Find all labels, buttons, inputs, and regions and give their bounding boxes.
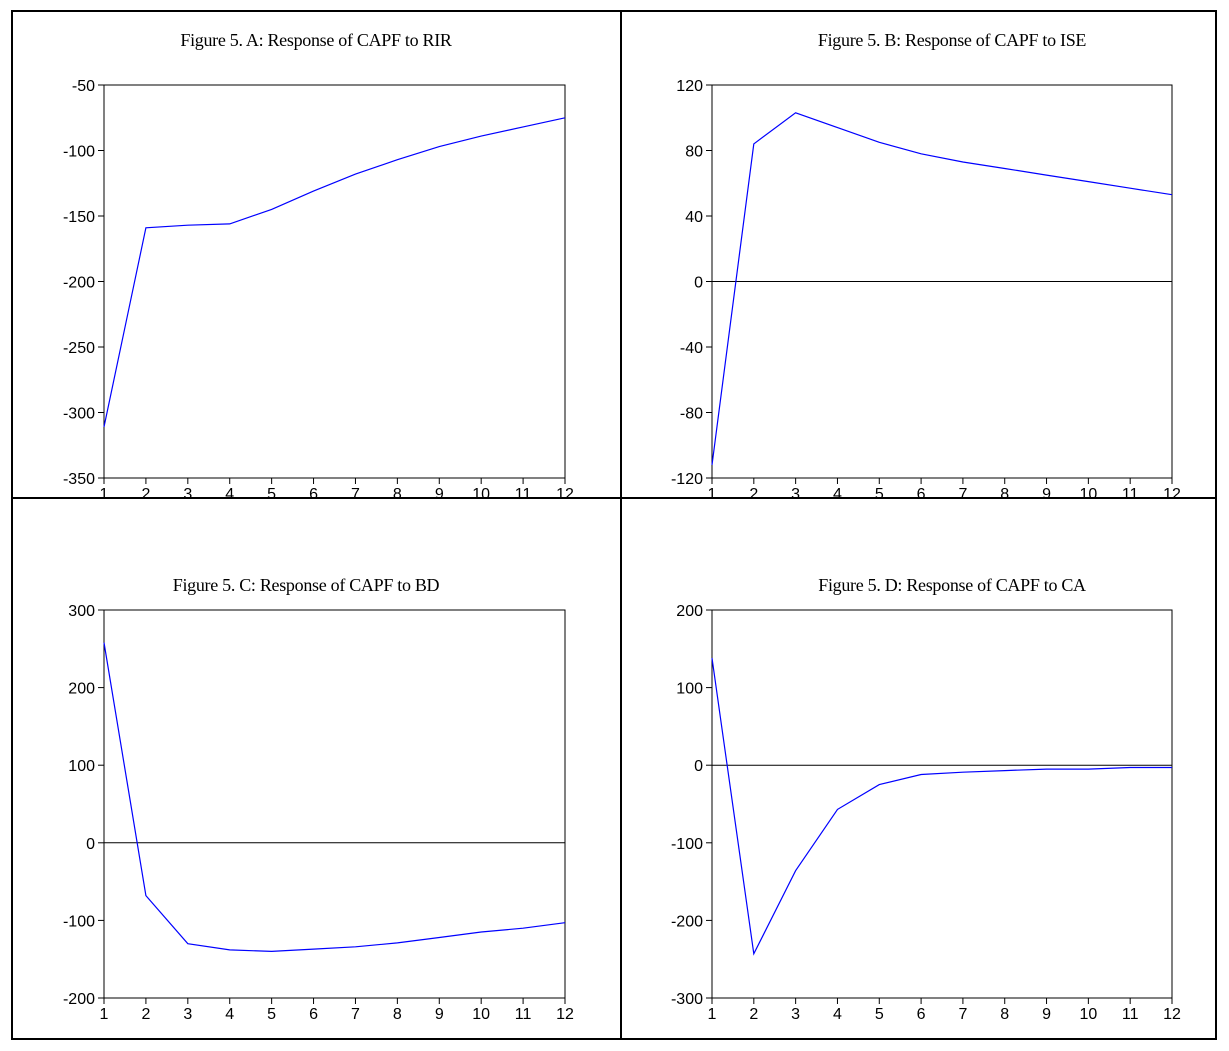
chart-b-x-tick-label: 7 [958, 486, 967, 503]
chart-a-x-tick-label: 12 [556, 486, 574, 503]
chart-c-series-line [103, 642, 566, 953]
chart-a-x-tick-label: 2 [141, 486, 150, 503]
chart-d-x-tick-label: 6 [917, 1006, 926, 1023]
chart-d-title: Figure 5. D: Response of CAPF to CA [818, 575, 1086, 595]
chart-d-x-tick-label: 7 [958, 1006, 967, 1023]
chart-a-x-tick-label: 9 [435, 486, 444, 503]
chart-d-x-tick-label: 9 [1042, 1006, 1051, 1023]
chart-a: Figure 5. A: Response of CAPF to RIR -35… [63, 30, 574, 503]
chart-b-x-tick-label: 12 [1163, 486, 1181, 503]
chart-b-y-tick-label: 40 [685, 209, 703, 226]
chart-b-x-tick-label: 9 [1042, 486, 1051, 503]
chart-c-x-tick-label: 9 [435, 1006, 444, 1023]
chart-a-x-tick-label: 1 [100, 486, 109, 503]
chart-b-x-tick-label: 6 [917, 486, 926, 503]
chart-c: Figure 5. C: Response of CAPF to BD -200… [63, 575, 574, 1023]
chart-b-y-tick-label: 80 [685, 144, 703, 161]
chart-c-x-tick-label: 4 [225, 1006, 234, 1023]
chart-a-y-tick-label: -300 [63, 406, 95, 423]
chart-a-x-tick-label: 6 [309, 486, 318, 503]
chart-d-y-tick-label: 200 [676, 603, 703, 620]
horizontal-divider [13, 497, 1215, 499]
chart-a-x-tick-label: 10 [472, 486, 490, 503]
chart-b-y-tick-label: 0 [694, 275, 703, 292]
chart-c-y-tick-label: -200 [63, 991, 95, 1008]
chart-a-title: Figure 5. A: Response of CAPF to RIR [180, 30, 452, 50]
chart-a-x-tick-label: 4 [225, 486, 234, 503]
chart-b-x-tick-label: 11 [1122, 486, 1139, 503]
chart-a-x-tick-label: 8 [393, 486, 402, 503]
chart-c-x-tick-label: 5 [267, 1006, 276, 1023]
chart-d-y-tick-label: 0 [694, 758, 703, 775]
chart-d-y-tick-label: 100 [676, 681, 703, 698]
chart-d-plot-frame [711, 609, 1173, 999]
chart-d-x-tick-label: 12 [1163, 1006, 1181, 1023]
panel-c: Figure 5. C: Response of CAPF to BD -200… [13, 499, 620, 1040]
chart-b-x-tick-label: 5 [875, 486, 884, 503]
chart-c-x-tick-label: 10 [472, 1006, 490, 1023]
chart-c-y-tick-label: 100 [68, 758, 95, 775]
chart-c-x-tick-label: 6 [309, 1006, 318, 1023]
chart-a-y-tick-label: -100 [63, 144, 95, 161]
chart-b-x-tick-label: 10 [1079, 486, 1097, 503]
chart-b-title: Figure 5. B: Response of CAPF to ISE [818, 30, 1087, 50]
chart-a-x-tick-label: 3 [183, 486, 192, 503]
chart-c-y-tick-label: 0 [86, 836, 95, 853]
chart-a-y-tick-label: -200 [63, 275, 95, 292]
chart-d: Figure 5. D: Response of CAPF to CA -300… [671, 575, 1181, 1023]
chart-d-x-tick-label: 1 [708, 1006, 717, 1023]
chart-a-y-tick-label: -50 [72, 78, 95, 95]
chart-d-x-tick-label: 11 [1122, 1006, 1139, 1023]
chart-a-y-tick-label: -250 [63, 340, 95, 357]
chart-d-y-tick-label: -200 [671, 913, 703, 930]
chart-a-x-tick-label: 11 [515, 486, 532, 503]
vertical-divider [620, 12, 622, 1038]
chart-b-series-line [711, 112, 1173, 465]
chart-d-x-tick-label: 4 [833, 1006, 842, 1023]
chart-c-x-tick-label: 7 [351, 1006, 360, 1023]
chart-a-plot-frame [103, 84, 566, 479]
panel-b: Figure 5. B: Response of CAPF to ISE -12… [622, 12, 1217, 503]
chart-d-series-line [711, 658, 1172, 956]
chart-b-x-tick-label: 3 [791, 486, 800, 503]
chart-d-x-tick-label: 5 [875, 1006, 884, 1023]
chart-c-x-tick-label: 2 [141, 1006, 150, 1023]
figure-grid: Figure 5. A: Response of CAPF to RIR -35… [11, 10, 1217, 1040]
chart-d-y-tick-label: -100 [671, 836, 703, 853]
chart-a-series-line [103, 117, 566, 428]
chart-a-x-tick-label: 7 [351, 486, 360, 503]
chart-c-x-tick-label: 1 [100, 1006, 109, 1023]
chart-c-x-tick-label: 12 [556, 1006, 574, 1023]
panel-a: Figure 5. A: Response of CAPF to RIR -35… [13, 12, 620, 503]
chart-d-x-tick-label: 8 [1000, 1006, 1009, 1023]
chart-c-plot-frame [103, 609, 566, 999]
chart-d-y-tick-label: -300 [671, 991, 703, 1008]
chart-b-y-tick-label: -40 [680, 340, 703, 357]
chart-b-x-tick-label: 8 [1000, 486, 1009, 503]
chart-b: Figure 5. B: Response of CAPF to ISE -12… [671, 30, 1181, 503]
chart-c-title: Figure 5. C: Response of CAPF to BD [173, 575, 440, 595]
chart-a-y-tick-label: -150 [63, 209, 95, 226]
chart-d-x-tick-label: 10 [1079, 1006, 1097, 1023]
chart-b-y-tick-label: -120 [671, 471, 703, 488]
chart-c-y-tick-label: -100 [63, 913, 95, 930]
chart-c-x-tick-label: 3 [183, 1006, 192, 1023]
chart-d-x-tick-label: 3 [791, 1006, 800, 1023]
chart-d-x-tick-label: 2 [749, 1006, 758, 1023]
chart-a-x-tick-label: 5 [267, 486, 276, 503]
chart-b-x-tick-label: 2 [749, 486, 758, 503]
chart-b-x-tick-label: 1 [708, 486, 717, 503]
chart-c-x-tick-label: 11 [515, 1006, 532, 1023]
chart-b-y-tick-label: 120 [676, 78, 703, 95]
chart-b-x-tick-label: 4 [833, 486, 842, 503]
chart-a-y-tick-label: -350 [63, 471, 95, 488]
chart-c-x-tick-label: 8 [393, 1006, 402, 1023]
chart-c-y-tick-label: 200 [68, 681, 95, 698]
chart-b-y-tick-label: -80 [680, 406, 703, 423]
chart-c-y-tick-label: 300 [68, 603, 95, 620]
panel-d: Figure 5. D: Response of CAPF to CA -300… [622, 499, 1217, 1040]
